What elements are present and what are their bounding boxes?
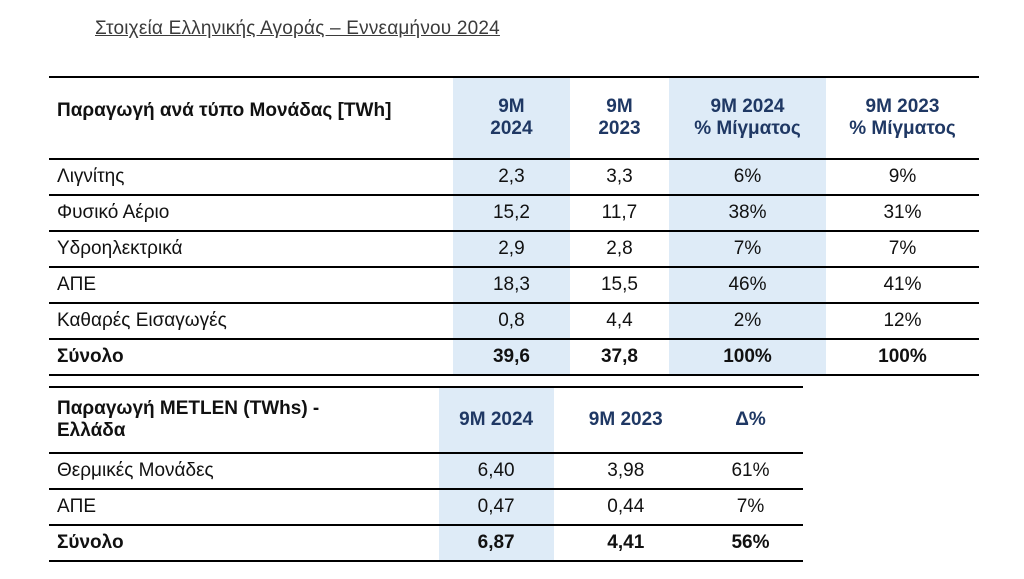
row-label: Θερμικές Μονάδες	[49, 453, 439, 490]
total-row: Σύνολο 6,87 4,41 56%	[49, 525, 803, 561]
cell-mix-2023: 41%	[825, 267, 979, 304]
table-header-row: Παραγωγή ανά τύπο Μονάδας [TWh] 9M 2024 …	[49, 77, 979, 160]
row-label: Φυσικό Αέριο	[49, 195, 453, 232]
cell-mix-2023: 12%	[825, 303, 979, 340]
cell-mix-2023: 7%	[825, 231, 979, 268]
cell-2024: 18,3	[453, 267, 570, 304]
header-label: Παραγωγή METLEN (TWhs) - Ελλάδα	[49, 387, 439, 454]
table-header-row: Παραγωγή METLEN (TWhs) - Ελλάδα 9M 2024 …	[49, 387, 803, 454]
header-delta: Δ%	[698, 387, 803, 454]
header-mix-2023: 9M 2023 % Μίγματος	[825, 77, 979, 160]
total-mix-2024: 100%	[669, 339, 826, 375]
cell-delta: 7%	[698, 489, 803, 526]
cell-2023: 15,5	[569, 267, 670, 304]
table-row: ΑΠΕ 0,47 0,44 7%	[49, 489, 803, 526]
cell-2023: 3,98	[553, 453, 698, 490]
header-9m-2024: 9M 2024	[453, 77, 570, 160]
cell-2024: 0,8	[453, 303, 570, 340]
cell-2024: 0,47	[438, 489, 554, 526]
total-2023: 4,41	[607, 532, 645, 553]
total-delta: 56%	[731, 532, 770, 553]
cell-mix-2024: 2%	[669, 303, 826, 340]
total-mix-2023: 100%	[878, 346, 927, 367]
total-row: Σύνολο 39,6 37,8 100% 100%	[49, 339, 979, 375]
table-row: ΑΠΕ 18,3 15,5 46% 41%	[49, 267, 979, 304]
header-9m-2024: 9M 2024	[438, 387, 554, 454]
header-mix-2024: 9M 2024 % Μίγματος	[669, 77, 826, 160]
cell-mix-2024: 38%	[669, 195, 826, 232]
metlen-production-table: Παραγωγή METLEN (TWhs) - Ελλάδα 9M 2024 …	[49, 386, 803, 562]
total-label: Σύνολο	[57, 532, 124, 553]
table-row: Θερμικές Μονάδες 6,40 3,98 61%	[49, 453, 803, 490]
cell-mix-2023: 31%	[825, 195, 979, 232]
table-row: Υδροηλεκτρικά 2,9 2,8 7% 7%	[49, 231, 979, 268]
header-label: Παραγωγή ανά τύπο Μονάδας [TWh]	[49, 77, 453, 160]
cell-mix-2024: 7%	[669, 231, 826, 268]
cell-2023: 0,44	[553, 489, 698, 526]
header-9m-2023: 9M 2023	[553, 387, 698, 454]
market-production-table: Παραγωγή ανά τύπο Μονάδας [TWh] 9M 2024 …	[49, 76, 979, 376]
cell-2023: 2,8	[569, 231, 670, 268]
cell-2024: 6,40	[438, 453, 554, 490]
cell-2024: 2,3	[453, 159, 570, 196]
total-label: Σύνολο	[57, 346, 124, 367]
table-row: Λιγνίτης 2,3 3,3 6% 9%	[49, 159, 979, 196]
total-2023: 37,8	[600, 346, 638, 367]
cell-2023: 4,4	[569, 303, 670, 340]
row-label: Καθαρές Εισαγωγές	[49, 303, 453, 340]
cell-delta: 61%	[698, 453, 803, 490]
total-2024: 39,6	[453, 339, 570, 375]
table-row: Φυσικό Αέριο 15,2 11,7 38% 31%	[49, 195, 979, 232]
row-label: Υδροηλεκτρικά	[49, 231, 453, 268]
cell-2024: 2,9	[453, 231, 570, 268]
table-row: Καθαρές Εισαγωγές 0,8 4,4 2% 12%	[49, 303, 979, 340]
row-label: ΑΠΕ	[49, 489, 439, 526]
page-title: Στοιχεία Ελληνικής Αγοράς – Εννεαμήνου 2…	[95, 18, 500, 39]
total-2024: 6,87	[438, 525, 554, 561]
row-label: ΑΠΕ	[49, 267, 453, 304]
cell-mix-2024: 6%	[669, 159, 826, 196]
cell-2024: 15,2	[453, 195, 570, 232]
cell-mix-2024: 46%	[669, 267, 826, 304]
header-9m-2023: 9M 2023	[569, 77, 670, 160]
cell-2023: 3,3	[569, 159, 670, 196]
cell-2023: 11,7	[569, 195, 670, 232]
row-label: Λιγνίτης	[49, 159, 453, 196]
cell-mix-2023: 9%	[825, 159, 979, 196]
